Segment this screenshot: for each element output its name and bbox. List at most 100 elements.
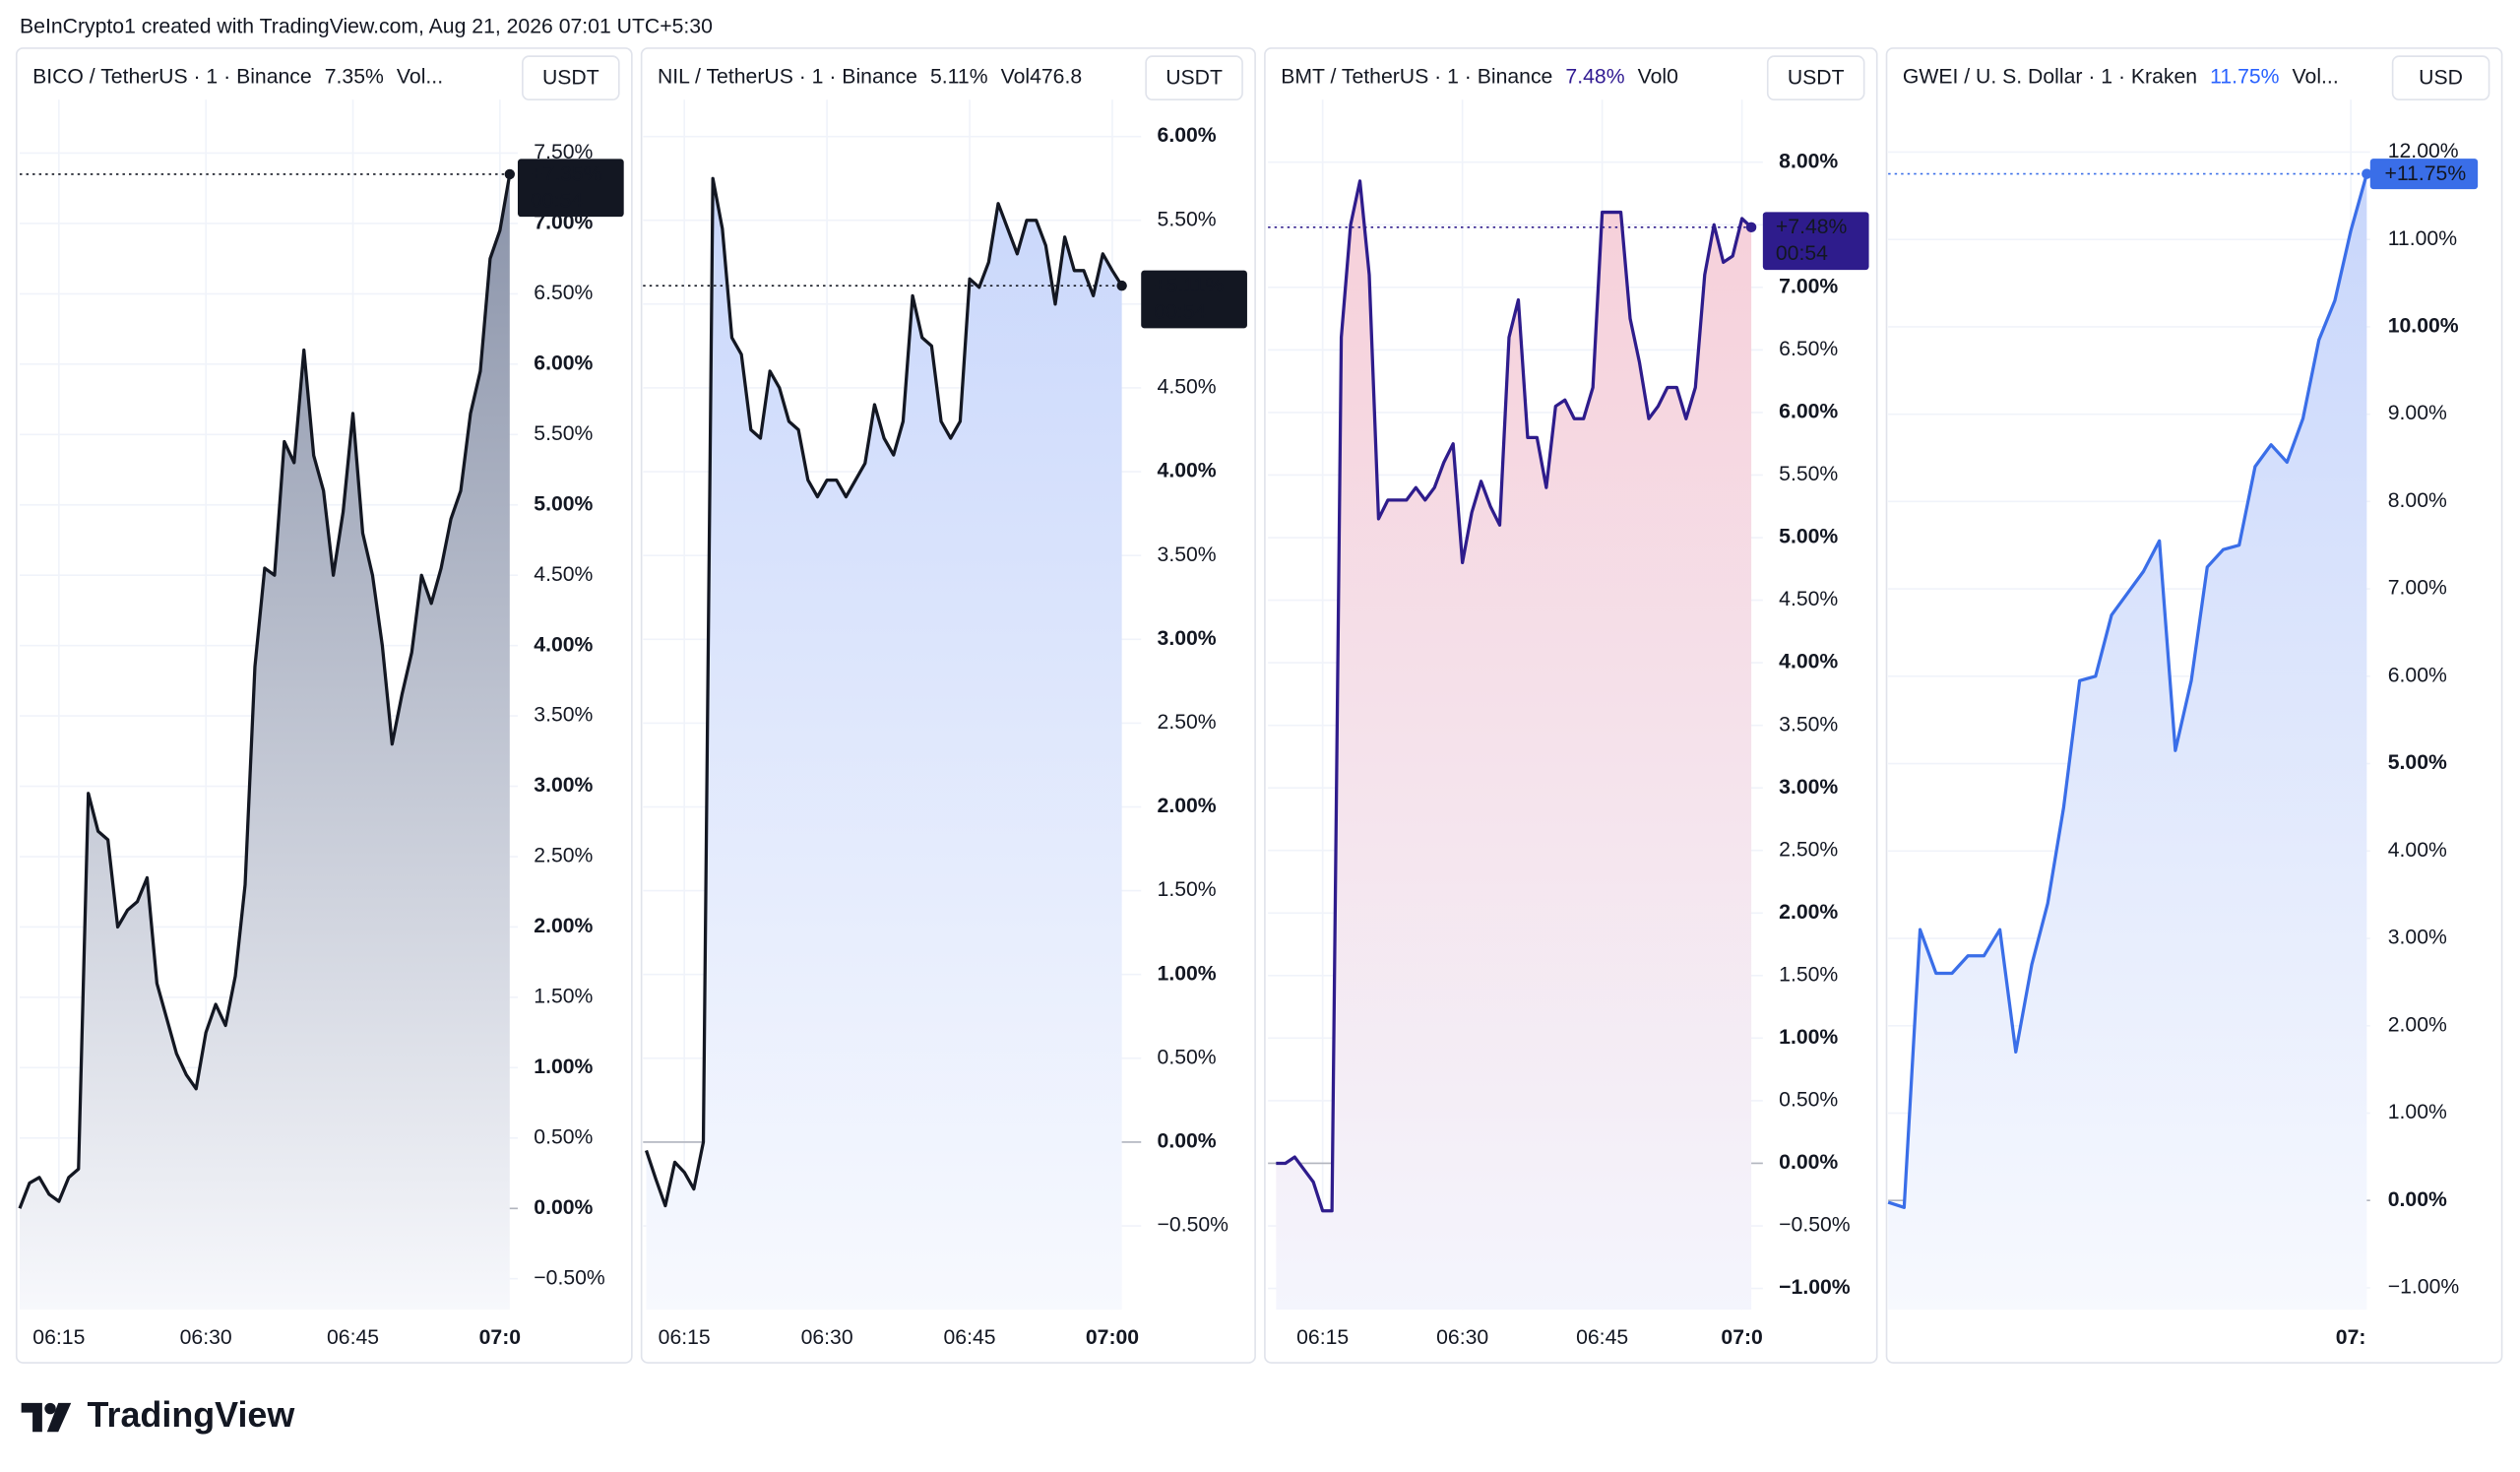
y-tick-label: 7.00% bbox=[2388, 577, 2447, 600]
change: 11.75% bbox=[2210, 65, 2279, 88]
y-tick-label: 1.50% bbox=[1779, 963, 1838, 986]
last-price-label: +11.75% bbox=[2384, 162, 2466, 185]
y-tick-label: 9.00% bbox=[2388, 402, 2447, 424]
y-tick-label: 5.00% bbox=[1779, 526, 1838, 548]
x-tick-label: 06:15 bbox=[659, 1326, 711, 1349]
y-tick-label: 3.50% bbox=[1158, 544, 1217, 566]
x-tick-label: 06:15 bbox=[1296, 1326, 1349, 1349]
currency-box bbox=[1766, 55, 1865, 101]
panel-header: BICO / TetherUS · 1 · Binance 7.35% Vol... bbox=[32, 65, 443, 88]
volume: Vol0 bbox=[1638, 65, 1678, 88]
change: 7.48% bbox=[1565, 65, 1624, 88]
attribution: BeInCrypto1 created with TradingView.com… bbox=[20, 15, 713, 37]
currency-box bbox=[2391, 55, 2490, 101]
logo-mark bbox=[21, 1402, 42, 1433]
y-tick-label: 3.00% bbox=[534, 774, 593, 797]
currency-box bbox=[1145, 55, 1243, 101]
y-tick-label: −0.50% bbox=[1158, 1214, 1229, 1237]
y-tick-label: 3.00% bbox=[1779, 776, 1838, 799]
countdown: 00:54 bbox=[1776, 242, 1828, 265]
y-tick-label: −0.50% bbox=[534, 1266, 605, 1289]
y-tick-label: 0.50% bbox=[1158, 1046, 1217, 1068]
y-tick-label: −1.00% bbox=[2388, 1276, 2460, 1299]
y-tick-label: 2.50% bbox=[1779, 838, 1838, 861]
y-tick-label: 0.00% bbox=[2388, 1188, 2447, 1211]
y-tick-label: 6.50% bbox=[1779, 338, 1838, 360]
y-tick-label: 5.00% bbox=[534, 492, 593, 515]
y-tick-label: 8.00% bbox=[1779, 150, 1838, 172]
volume: Vol... bbox=[2293, 65, 2339, 88]
y-tick-label: 2.00% bbox=[1158, 795, 1217, 817]
y-tick-label: 7.50% bbox=[534, 141, 593, 163]
last-price-box bbox=[1762, 212, 1869, 271]
currency: USD bbox=[2419, 67, 2463, 90]
currency: USDT bbox=[1166, 67, 1223, 90]
last-price-box bbox=[517, 159, 624, 218]
y-tick-label: 3.50% bbox=[1779, 713, 1838, 736]
symbol-title: BMT / TetherUS · 1 · Binance bbox=[1281, 65, 1552, 88]
logo-mark bbox=[44, 1402, 56, 1415]
y-tick-label: 0.50% bbox=[1779, 1089, 1838, 1112]
x-tick-label: 06:15 bbox=[32, 1326, 85, 1349]
y-tick-label: 3.00% bbox=[1158, 627, 1217, 650]
y-tick-label: 12.00% bbox=[2388, 140, 2459, 162]
change: 7.35% bbox=[325, 65, 384, 88]
symbol-title: BICO / TetherUS · 1 · Binance bbox=[32, 65, 312, 88]
y-tick-label: 1.00% bbox=[2388, 1101, 2447, 1123]
x-tick-label: 06:45 bbox=[327, 1326, 379, 1349]
y-tick-label: 1.50% bbox=[1158, 878, 1217, 901]
y-tick-label: 4.00% bbox=[2388, 839, 2447, 862]
y-tick-label: 3.50% bbox=[534, 704, 593, 727]
y-tick-label: 1.00% bbox=[534, 1056, 593, 1078]
x-tick-label: 07:0 bbox=[1721, 1326, 1762, 1349]
y-tick-label: 4.00% bbox=[1158, 460, 1217, 482]
area bbox=[1888, 173, 2367, 1311]
y-tick-label: 11.00% bbox=[2388, 227, 2457, 250]
y-tick-label: 6.00% bbox=[534, 352, 593, 374]
y-tick-label: 4.00% bbox=[1779, 651, 1838, 673]
brand-logo bbox=[21, 1402, 72, 1433]
y-tick-label: 8.00% bbox=[2388, 489, 2447, 512]
y-tick-label: 10.00% bbox=[2388, 315, 2459, 338]
last-point bbox=[2362, 168, 2372, 179]
panel-header: GWEI / U. S. Dollar · 1 · Kraken 11.75% Vo… bbox=[1903, 65, 2339, 88]
x-tick-label: 07:00 bbox=[1086, 1326, 1139, 1349]
last-point bbox=[504, 168, 516, 180]
price-line bbox=[1276, 179, 1753, 1213]
y-tick-label: 5.50% bbox=[534, 422, 593, 445]
logo-mark bbox=[46, 1402, 72, 1433]
last-price-box bbox=[2369, 159, 2479, 190]
x-tick-label: 07:0 bbox=[479, 1326, 521, 1349]
last-point bbox=[1745, 222, 1757, 233]
volume: Vol476.8 bbox=[1001, 65, 1083, 88]
y-tick-label: 5.00% bbox=[2388, 751, 2447, 774]
price-line bbox=[18, 173, 512, 1209]
change: 5.11% bbox=[930, 65, 988, 88]
x-tick-label: 06:45 bbox=[1576, 1326, 1628, 1349]
area bbox=[20, 173, 510, 1311]
y-tick-label: 2.00% bbox=[1779, 901, 1838, 924]
y-tick-label: 3.00% bbox=[2388, 927, 2447, 949]
y-tick-label: 2.50% bbox=[534, 845, 593, 867]
y-tick-label: 0.00% bbox=[534, 1196, 593, 1219]
y-tick-label: 0.50% bbox=[534, 1125, 593, 1148]
last-price-box bbox=[1141, 270, 1247, 329]
y-tick-label: 6.50% bbox=[534, 282, 593, 304]
y-tick-label: 6.00% bbox=[1779, 401, 1838, 423]
y-tick-label: 0.00% bbox=[1779, 1151, 1838, 1174]
currency-box bbox=[522, 55, 620, 101]
x-tick-label: 06:30 bbox=[1436, 1326, 1488, 1349]
y-tick-label: 4.50% bbox=[1158, 376, 1217, 399]
last-point bbox=[1116, 280, 1127, 291]
y-tick-label: 1.00% bbox=[1158, 962, 1217, 985]
y-tick-label: −1.00% bbox=[1779, 1276, 1851, 1299]
countdown: 00:54 bbox=[1154, 300, 1206, 323]
y-tick-label: 4.50% bbox=[1779, 588, 1838, 610]
countdown: 00:54 bbox=[531, 189, 583, 212]
panel-header: BMT / TetherUS · 1 · Binance 7.48% Vol0 bbox=[1281, 65, 1678, 88]
y-tick-label: 5.50% bbox=[1158, 208, 1217, 230]
y-tick-label: 6.00% bbox=[2388, 664, 2447, 686]
panel-header: NIL / TetherUS · 1 · Binance 5.11% Vol476.… bbox=[658, 65, 1082, 88]
